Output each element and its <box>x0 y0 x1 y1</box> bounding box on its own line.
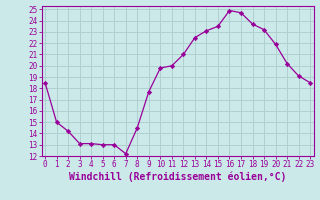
X-axis label: Windchill (Refroidissement éolien,°C): Windchill (Refroidissement éolien,°C) <box>69 172 286 182</box>
